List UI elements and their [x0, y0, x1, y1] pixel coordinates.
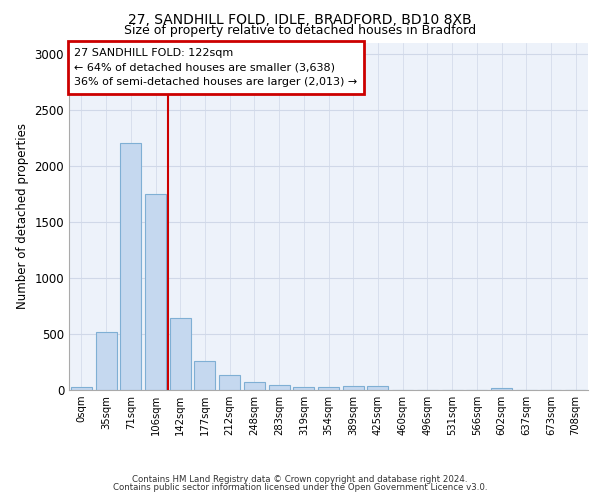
- Bar: [219, 376, 240, 390]
- Text: Contains HM Land Registry data © Crown copyright and database right 2024.: Contains HM Land Registry data © Crown c…: [132, 475, 468, 484]
- Bar: [244, 382, 265, 390]
- Text: Contains public sector information licensed under the Open Government Licence v3: Contains public sector information licen…: [113, 483, 487, 492]
- Bar: [293, 386, 314, 390]
- Text: 27, SANDHILL FOLD, IDLE, BRADFORD, BD10 8XB: 27, SANDHILL FOLD, IDLE, BRADFORD, BD10 …: [128, 12, 472, 26]
- Bar: [120, 144, 141, 390]
- Text: Size of property relative to detached houses in Bradford: Size of property relative to detached ho…: [124, 24, 476, 37]
- Bar: [367, 386, 388, 390]
- Bar: [145, 194, 166, 390]
- Bar: [269, 385, 290, 390]
- Bar: [194, 361, 215, 390]
- Bar: [170, 318, 191, 390]
- Bar: [71, 386, 92, 390]
- Bar: [95, 332, 116, 390]
- Y-axis label: Number of detached properties: Number of detached properties: [16, 123, 29, 309]
- Bar: [491, 388, 512, 390]
- Bar: [318, 387, 339, 390]
- Bar: [343, 386, 364, 390]
- Text: 27 SANDHILL FOLD: 122sqm
← 64% of detached houses are smaller (3,638)
36% of sem: 27 SANDHILL FOLD: 122sqm ← 64% of detach…: [74, 48, 358, 88]
